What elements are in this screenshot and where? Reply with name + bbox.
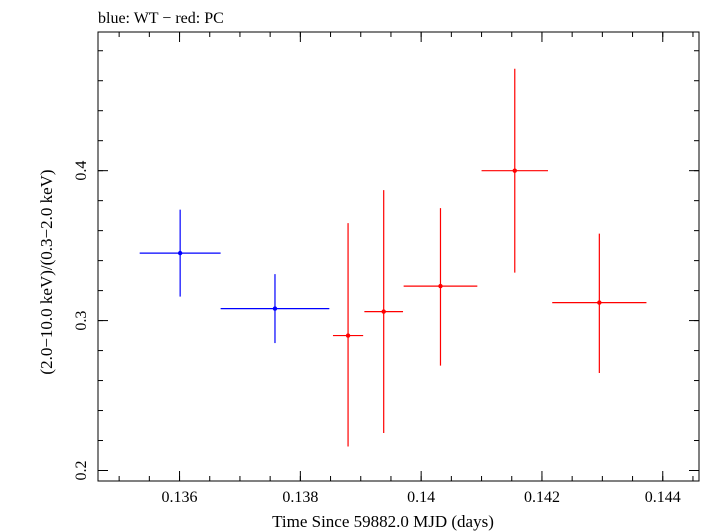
data-point: [381, 309, 386, 314]
y-tick-label: 0.4: [73, 161, 90, 181]
x-tick-label: 0.144: [645, 489, 681, 506]
y-tick-label: 0.3: [73, 311, 90, 331]
x-tick-label: 0.138: [282, 489, 318, 506]
data-point: [272, 306, 278, 311]
data-layer: [139, 68, 647, 447]
data-point: [597, 300, 602, 305]
series-wt: [139, 209, 330, 344]
x-axis-label: Time Since 59882.0 MJD (days): [272, 512, 494, 531]
y-tick-label: 0.2: [73, 461, 90, 481]
series-pc: [332, 68, 647, 447]
x-tick-label: 0.14: [407, 489, 435, 506]
x-tick-label: 0.142: [524, 489, 560, 506]
plot-frame: [97, 31, 700, 482]
data-point: [512, 168, 517, 173]
major-ticks: [98, 32, 699, 481]
y-tick-labels: 0.2 0.3 0.4: [73, 161, 90, 481]
y-axis-label: (2.0−10.0 keV)/(0.3−2.0 keV): [37, 169, 56, 374]
x-tick-label: 0.136: [162, 489, 198, 506]
data-point: [345, 333, 351, 338]
data-point: [177, 250, 183, 256]
chart-title: blue: WT − red: PC: [98, 10, 224, 27]
x-tick-labels: 0.136 0.138 0.14 0.142 0.144: [162, 489, 681, 506]
data-point: [438, 283, 443, 289]
